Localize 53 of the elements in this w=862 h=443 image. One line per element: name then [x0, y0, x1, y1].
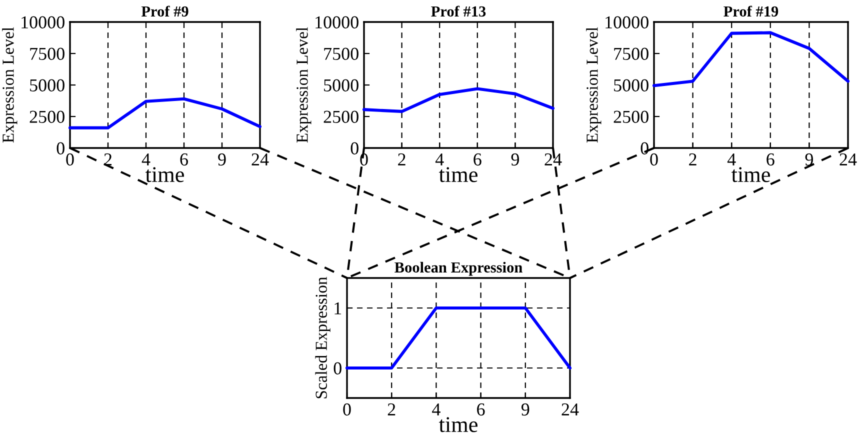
y-tick-label: 10000 — [316, 16, 358, 28]
x-tick-label: 6 — [477, 403, 485, 416]
chart-title: Boolean Expression — [394, 262, 522, 276]
y-tick-label: 1 — [334, 302, 342, 314]
chart-title: Prof #9 — [141, 6, 188, 17]
x-tick-label: 0 — [650, 153, 658, 166]
y-tick-label: 10000 — [606, 16, 648, 28]
x-tick-label: 6 — [766, 153, 774, 166]
x-tick-label: 4 — [432, 404, 440, 416]
x-tick-label: 0 — [360, 153, 368, 166]
x-tick-label: 6 — [474, 153, 482, 166]
line-series — [652, 31, 850, 88]
x-tick-label: 9 — [521, 403, 530, 416]
y-tick-label: 0 — [350, 142, 358, 154]
y-axis-title: Scaled Expression — [315, 276, 330, 398]
y-tick-label: 2500 — [324, 110, 358, 123]
x-axis-title: time — [145, 167, 184, 182]
line-series — [362, 87, 555, 113]
x-tick-label: 4 — [727, 154, 736, 166]
x-axis-title: time — [438, 167, 478, 182]
x-axis-title: time — [731, 167, 770, 182]
y-axis-title: Expression Level — [2, 27, 18, 143]
x-tick-label: 9 — [805, 153, 813, 166]
y-tick-label: 7500 — [614, 48, 648, 60]
x-tick-label: 4 — [435, 154, 444, 166]
y-axis-title: Expression Level — [296, 27, 312, 143]
y-tick-label: 2500 — [614, 110, 648, 123]
x-tick-label: 24 — [562, 403, 579, 416]
x-axis-title: time — [438, 417, 478, 432]
x-tick-label: 6 — [180, 153, 188, 166]
x-tick-label: 2 — [398, 153, 406, 166]
y-tick-label: 2500 — [30, 110, 64, 123]
y-tick-label: 5000 — [30, 79, 64, 92]
y-tick-label: 7500 — [30, 48, 64, 60]
y-tick-label: 5000 — [324, 79, 358, 92]
y-tick-label: 7500 — [324, 48, 358, 60]
x-tick-label: 9 — [218, 153, 226, 166]
line-series — [68, 97, 262, 130]
x-tick-label: 2 — [388, 403, 396, 416]
x-tick-label: 24 — [840, 153, 857, 166]
x-tick-label: 2 — [689, 153, 696, 166]
y-tick-label: 10000 — [22, 16, 64, 28]
x-tick-label: 4 — [142, 154, 150, 166]
chart-title: Prof #19 — [724, 6, 778, 17]
y-tick-label: 0 — [56, 142, 64, 154]
chart-title: Prof #13 — [431, 6, 486, 17]
x-tick-label: 24 — [544, 153, 562, 166]
y-tick-label: 5000 — [614, 79, 648, 92]
x-tick-label: 0 — [66, 153, 74, 166]
x-tick-label: 9 — [511, 153, 519, 166]
x-tick-label: 24 — [252, 153, 269, 166]
y-tick-label: 0 — [334, 362, 342, 374]
y-axis-title: Expression Level — [586, 27, 602, 143]
